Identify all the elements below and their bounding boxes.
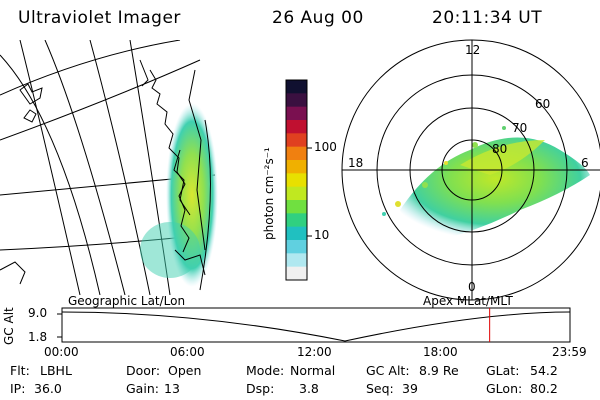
mlt-label-12: 12 <box>465 43 481 57</box>
time-tick-1200: 12:00 <box>297 345 332 359</box>
app-title: Ultraviolet Imager <box>18 8 181 28</box>
colorbar-swatch <box>286 120 307 134</box>
altitude-tick-9: 9.0 <box>28 306 48 320</box>
info-gain-label: Gain: <box>126 381 159 396</box>
colorbar-tick-100: 100 <box>314 140 337 154</box>
colorbar-unit-label: photon cm⁻²s⁻¹ <box>262 147 276 240</box>
geographic-caption: Geographic Lat/Lon <box>68 294 186 308</box>
altitude-tick-1-8: 1.8 <box>28 330 48 344</box>
info-ip-label: IP: <box>10 381 26 396</box>
time-label: 20:11:34 UT <box>432 8 543 28</box>
info-mode-value: Normal <box>290 363 336 378</box>
colorbar-swatch <box>286 200 307 214</box>
info-glon-value: 80.2 <box>530 381 558 396</box>
colorbar-swatch <box>286 266 307 281</box>
earth-limb <box>199 119 211 291</box>
info-dsp-value: 3.8 <box>299 381 319 396</box>
colorbar-swatch <box>286 173 307 188</box>
colorbar-swatch <box>286 253 307 268</box>
coastline <box>149 69 190 253</box>
polar-plot <box>341 39 600 301</box>
altitude-axis-label: GC Alt <box>2 307 16 345</box>
mlt-label-6: 6 <box>581 156 589 170</box>
info-gcalt-label: GC Alt: <box>366 363 410 378</box>
date-label: 26 Aug 00 <box>272 8 364 28</box>
colorbar-tick-10: 10 <box>314 228 330 242</box>
info-gcalt-value: 8.9 Re <box>419 363 459 378</box>
altitude-strip <box>57 307 571 343</box>
info-dsp-label: Dsp: <box>246 381 275 396</box>
info-mode-label: Mode: <box>246 363 285 378</box>
info-gain-value: 13 <box>164 381 180 396</box>
colorbar-swatch <box>286 240 307 254</box>
colorbar <box>285 79 308 281</box>
colorbar-frame <box>285 79 308 281</box>
geographic-map <box>0 40 218 295</box>
time-tick-2359: 23:59 <box>552 345 587 359</box>
colorbar-swatch <box>286 133 307 148</box>
info-door-value: Open <box>168 363 202 378</box>
info-flt-value: LBHL <box>40 363 72 378</box>
colorbar-swatch <box>286 213 307 228</box>
colorbar-swatch <box>286 186 307 201</box>
info-glat-label: GLat: <box>486 363 520 378</box>
colorbar-swatch <box>286 93 307 108</box>
info-glon-label: GLon: <box>486 381 523 396</box>
colorbar-swatch <box>286 146 307 161</box>
info-ip-value: 36.0 <box>34 381 62 396</box>
info-glat-value: 54.2 <box>530 363 558 378</box>
altitude-curve <box>61 311 571 342</box>
colorbar-swatch <box>286 226 307 241</box>
colorbar-swatch <box>286 80 307 94</box>
mlt-label-0: 0 <box>468 280 476 294</box>
colorbar-swatch <box>286 106 307 121</box>
time-tick-0600: 06:00 <box>170 345 205 359</box>
apex-caption: Apex MLat/MLT <box>423 294 513 308</box>
time-tick-1800: 18:00 <box>423 345 458 359</box>
info-door-label: Door: <box>126 363 161 378</box>
time-tick-0000: 00:00 <box>44 345 79 359</box>
lat-label-70: 70 <box>512 121 528 135</box>
lat-label-60: 60 <box>535 97 551 111</box>
info-flt-label: Flt: <box>10 363 30 378</box>
info-seq-label: Seq: <box>366 381 394 396</box>
colorbar-swatch <box>286 160 307 174</box>
mlt-label-18: 18 <box>348 156 364 170</box>
info-seq-value: 39 <box>402 381 418 396</box>
lat-label-80: 80 <box>492 142 508 156</box>
